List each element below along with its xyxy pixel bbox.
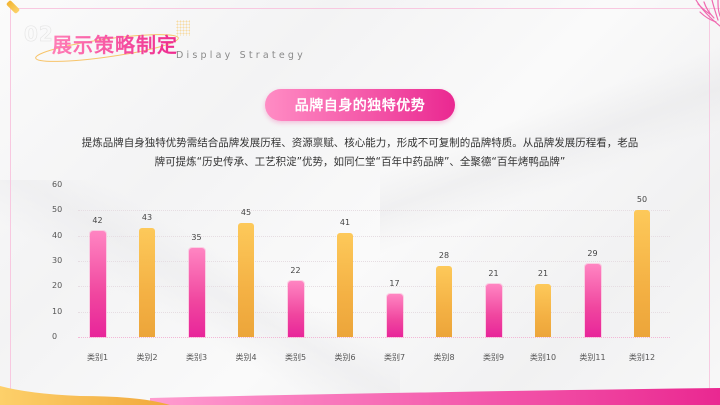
bottom-wave-decoration [0, 386, 720, 405]
data-label: 43 [141, 213, 153, 223]
section-heading: 品牌自身的独特优势 [294, 98, 426, 114]
x-axis-label: 类别3 [185, 353, 208, 362]
bar-1[interactable] [89, 230, 106, 337]
x-axis-label: 类别9 [482, 353, 505, 362]
x-axis-label: 类别2 [136, 353, 158, 362]
y-axis-tick: 30 [52, 256, 63, 265]
bar-2[interactable] [139, 228, 155, 337]
bar-9[interactable] [485, 283, 502, 337]
description-line-2: 牌可提炼“历史传承、工艺积淀”优势，如同仁堂“百年中药品牌”、全聚德“百年烤鸭品… [154, 156, 566, 168]
frame-line-left [10, 8, 11, 403]
x-axis-label: 类别11 [579, 353, 606, 362]
bar-3[interactable] [188, 248, 205, 337]
page-subtitle: Display Strategy [176, 50, 306, 61]
y-axis-tick: 50 [52, 205, 63, 215]
y-axis-tick: 60 [52, 180, 63, 189]
gridline [78, 210, 670, 212]
y-axis-tick: 40 [52, 230, 63, 240]
data-label: 45 [240, 208, 252, 217]
y-axis-tick: 20 [52, 281, 63, 291]
x-axis-label: 类别4 [235, 353, 257, 362]
paper-texture [380, 0, 720, 300]
bar-5[interactable] [287, 281, 304, 337]
frame-line-right [709, 8, 710, 403]
y-axis-tick: 0 [52, 332, 58, 341]
data-label: 50 [636, 195, 648, 205]
bar-12[interactable] [634, 210, 650, 337]
gridline [78, 235, 670, 237]
x-axis-label: 类别10 [529, 353, 557, 362]
data-label: 42 [92, 215, 103, 225]
description-line-1: 提炼品牌自身独特优势需结合品牌发展历程、资源禀赋、核心能力，形成不可复制的品牌特… [81, 137, 639, 149]
section-number: 02 [24, 22, 54, 47]
data-label: 35 [191, 233, 202, 243]
bar-8[interactable] [436, 266, 452, 337]
page-title: 展示策略制定 [52, 29, 178, 58]
x-axis-label: 类别8 [433, 353, 455, 362]
data-label: 22 [290, 266, 301, 276]
bar-11[interactable] [584, 263, 601, 337]
frame-line-top [10, 8, 720, 9]
data-label: 17 [389, 278, 400, 288]
data-label: 21 [488, 268, 499, 278]
bar-4[interactable] [238, 223, 254, 337]
data-label: 28 [438, 251, 450, 261]
x-axis-label: 类别7 [383, 353, 406, 362]
dot-grid-decoration [176, 20, 190, 36]
x-axis-label: 类别1 [86, 353, 109, 362]
gridline [78, 311, 670, 313]
data-label: 29 [587, 248, 598, 258]
data-label: 21 [537, 268, 549, 278]
x-axis-label: 类别6 [334, 353, 356, 362]
bar-7[interactable] [386, 293, 403, 337]
data-label: 41 [339, 218, 351, 228]
x-axis-label: 类别12 [628, 353, 656, 362]
bar-10[interactable] [535, 283, 551, 337]
palm-leaf-icon [695, 0, 720, 27]
gridline [78, 261, 670, 262]
gridline [78, 286, 670, 288]
x-axis-baseline [78, 337, 670, 338]
swoosh-decoration [35, 34, 179, 62]
section-description: 提炼品牌自身独特优势需结合品牌发展历程、资源禀赋、核心能力，形成不可复制的品牌特… [70, 134, 650, 172]
x-axis-label: 类别5 [284, 353, 307, 362]
section-heading-pill: 品牌自身的独特优势 [265, 89, 455, 121]
bar-6[interactable] [337, 233, 353, 337]
y-axis-tick: 10 [52, 306, 63, 316]
